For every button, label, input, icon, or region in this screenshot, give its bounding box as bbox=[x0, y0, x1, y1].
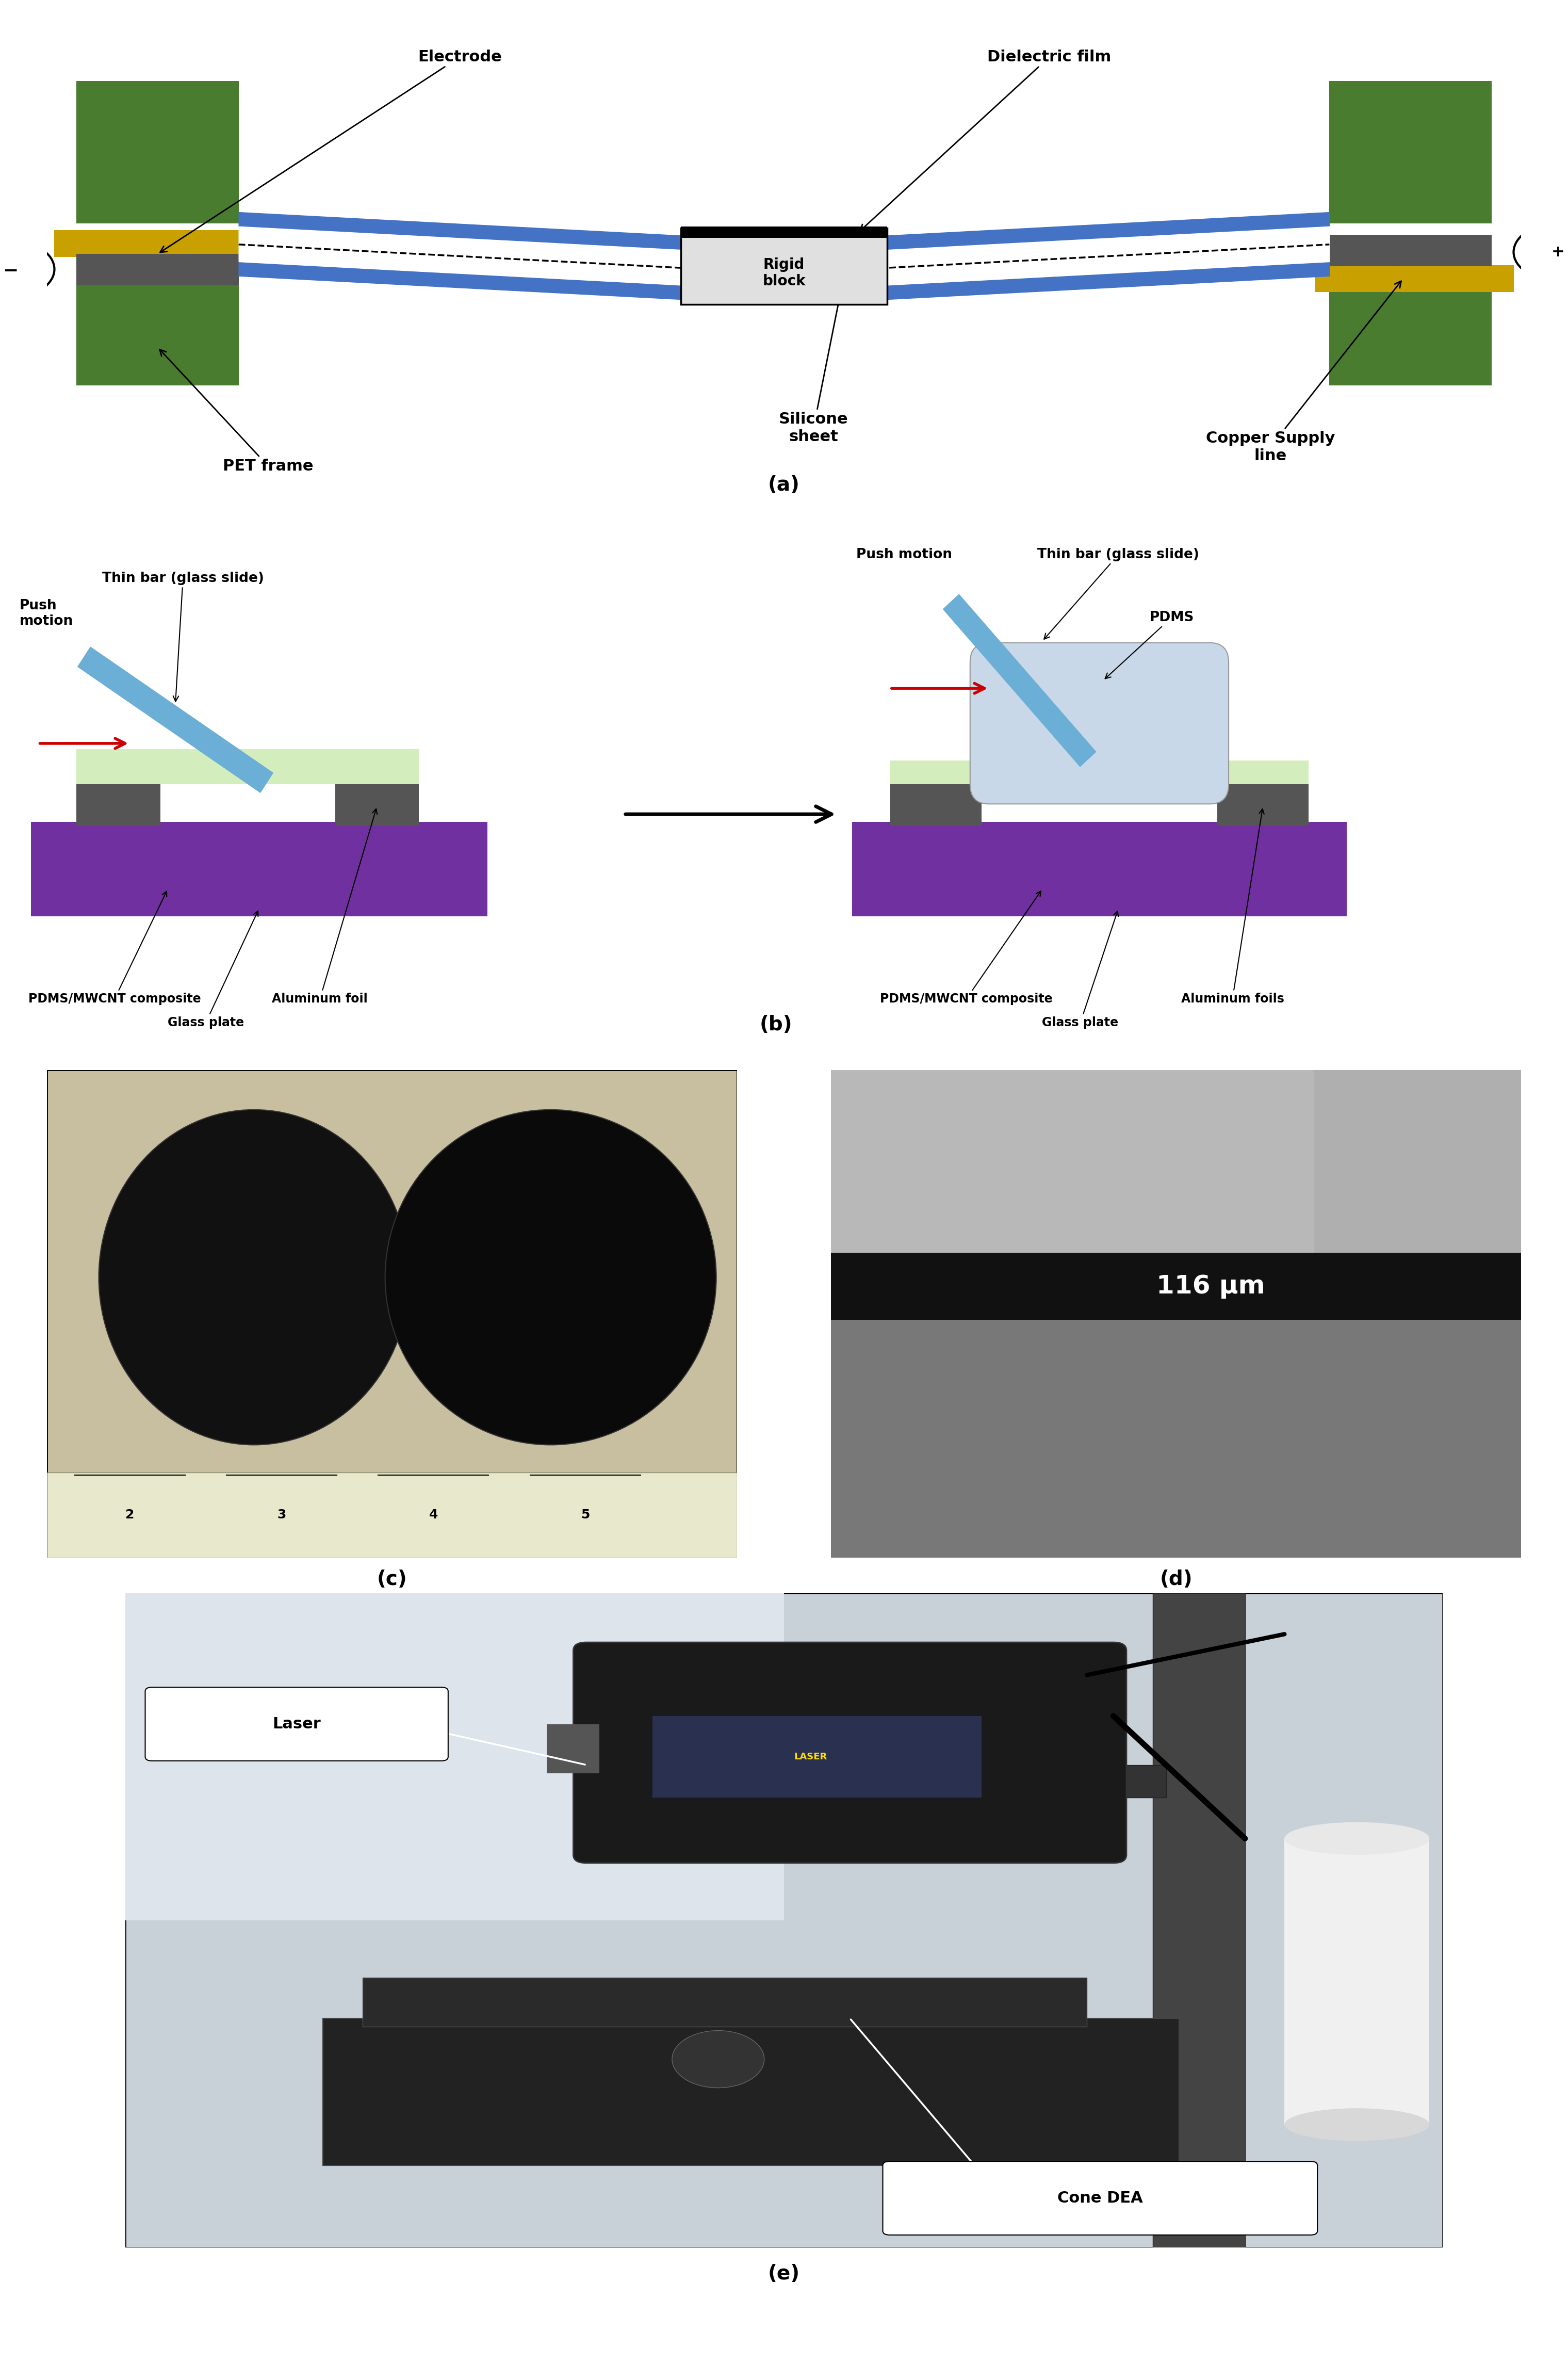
Bar bbox=[891, 761, 1308, 785]
Text: Glass plate: Glass plate bbox=[168, 911, 259, 1030]
Text: Rigid
block: Rigid block bbox=[762, 257, 806, 288]
Text: Cone DEA: Cone DEA bbox=[1057, 2190, 1143, 2207]
Ellipse shape bbox=[386, 1111, 717, 1446]
Text: Aluminum foil: Aluminum foil bbox=[271, 809, 378, 1006]
Text: Silicone
sheet: Silicone sheet bbox=[779, 283, 848, 445]
Text: Copper Supply
line: Copper Supply line bbox=[1206, 281, 1402, 464]
Text: +: + bbox=[1551, 245, 1565, 259]
Bar bbox=[681, 226, 887, 238]
Ellipse shape bbox=[99, 1111, 409, 1446]
Text: PET frame: PET frame bbox=[160, 350, 314, 473]
Bar bbox=[1330, 243, 1491, 385]
Ellipse shape bbox=[1284, 2109, 1430, 2140]
Text: 116 μm: 116 μm bbox=[1156, 1275, 1265, 1298]
Bar bbox=[831, 1320, 1521, 1558]
Text: −: − bbox=[3, 262, 17, 281]
Bar bbox=[681, 228, 887, 304]
Text: Laser: Laser bbox=[273, 1717, 321, 1731]
Text: (c): (c) bbox=[376, 1569, 408, 1589]
Text: LASER: LASER bbox=[793, 1753, 826, 1762]
Circle shape bbox=[673, 2031, 764, 2088]
Bar bbox=[831, 1253, 1521, 1320]
Text: Push
motion: Push motion bbox=[19, 599, 74, 628]
Bar bbox=[323, 2019, 1179, 2166]
Bar bbox=[547, 1724, 599, 1774]
Bar bbox=[47, 1472, 737, 1558]
Text: Push motion: Push motion bbox=[856, 547, 952, 561]
Bar bbox=[891, 782, 982, 825]
Text: (d): (d) bbox=[1160, 1569, 1192, 1589]
Text: Electrode: Electrode bbox=[160, 50, 502, 252]
Text: PDMS: PDMS bbox=[1105, 611, 1193, 678]
Text: Thin bar (glass slide): Thin bar (glass slide) bbox=[1038, 547, 1200, 640]
Bar bbox=[336, 782, 419, 825]
Bar bbox=[1314, 266, 1513, 292]
Bar bbox=[77, 254, 238, 285]
FancyBboxPatch shape bbox=[574, 1643, 1126, 1862]
Bar bbox=[1314, 1070, 1521, 1558]
FancyBboxPatch shape bbox=[146, 1688, 448, 1760]
Text: 5: 5 bbox=[580, 1508, 590, 1522]
Bar bbox=[853, 823, 1347, 916]
Text: (b): (b) bbox=[760, 1015, 792, 1034]
Bar bbox=[77, 749, 419, 785]
Ellipse shape bbox=[1284, 1822, 1430, 1855]
Text: Dielectric film: Dielectric film bbox=[859, 50, 1112, 231]
FancyBboxPatch shape bbox=[883, 2162, 1317, 2235]
Bar bbox=[55, 231, 254, 257]
Bar bbox=[1330, 235, 1491, 266]
Bar bbox=[77, 782, 160, 825]
Bar bbox=[982, 1764, 1167, 1798]
Bar bbox=[362, 1978, 1087, 2026]
Bar bbox=[125, 1593, 784, 1921]
Text: Thin bar (glass slide): Thin bar (glass slide) bbox=[102, 571, 263, 702]
Text: (e): (e) bbox=[768, 2264, 800, 2283]
Text: Aluminum foils: Aluminum foils bbox=[1181, 809, 1284, 1006]
Text: Glass plate: Glass plate bbox=[1043, 911, 1118, 1030]
Text: PDMS/MWCNT composite: PDMS/MWCNT composite bbox=[28, 892, 201, 1006]
Bar bbox=[77, 81, 238, 224]
Bar bbox=[1284, 1838, 1430, 2124]
Bar bbox=[77, 243, 238, 385]
Bar bbox=[1152, 1593, 1245, 2247]
FancyBboxPatch shape bbox=[971, 642, 1229, 804]
Bar bbox=[831, 1070, 1521, 1253]
Bar bbox=[1330, 81, 1491, 224]
Text: 2: 2 bbox=[125, 1508, 135, 1522]
Bar bbox=[1217, 782, 1308, 825]
Text: 3: 3 bbox=[278, 1508, 285, 1522]
Bar bbox=[31, 823, 488, 916]
Text: 4: 4 bbox=[430, 1508, 437, 1522]
Text: (a): (a) bbox=[768, 476, 800, 495]
Polygon shape bbox=[78, 647, 273, 792]
Text: PDMS/MWCNT composite: PDMS/MWCNT composite bbox=[880, 892, 1052, 1006]
Bar bbox=[652, 1717, 982, 1798]
Polygon shape bbox=[944, 594, 1096, 766]
